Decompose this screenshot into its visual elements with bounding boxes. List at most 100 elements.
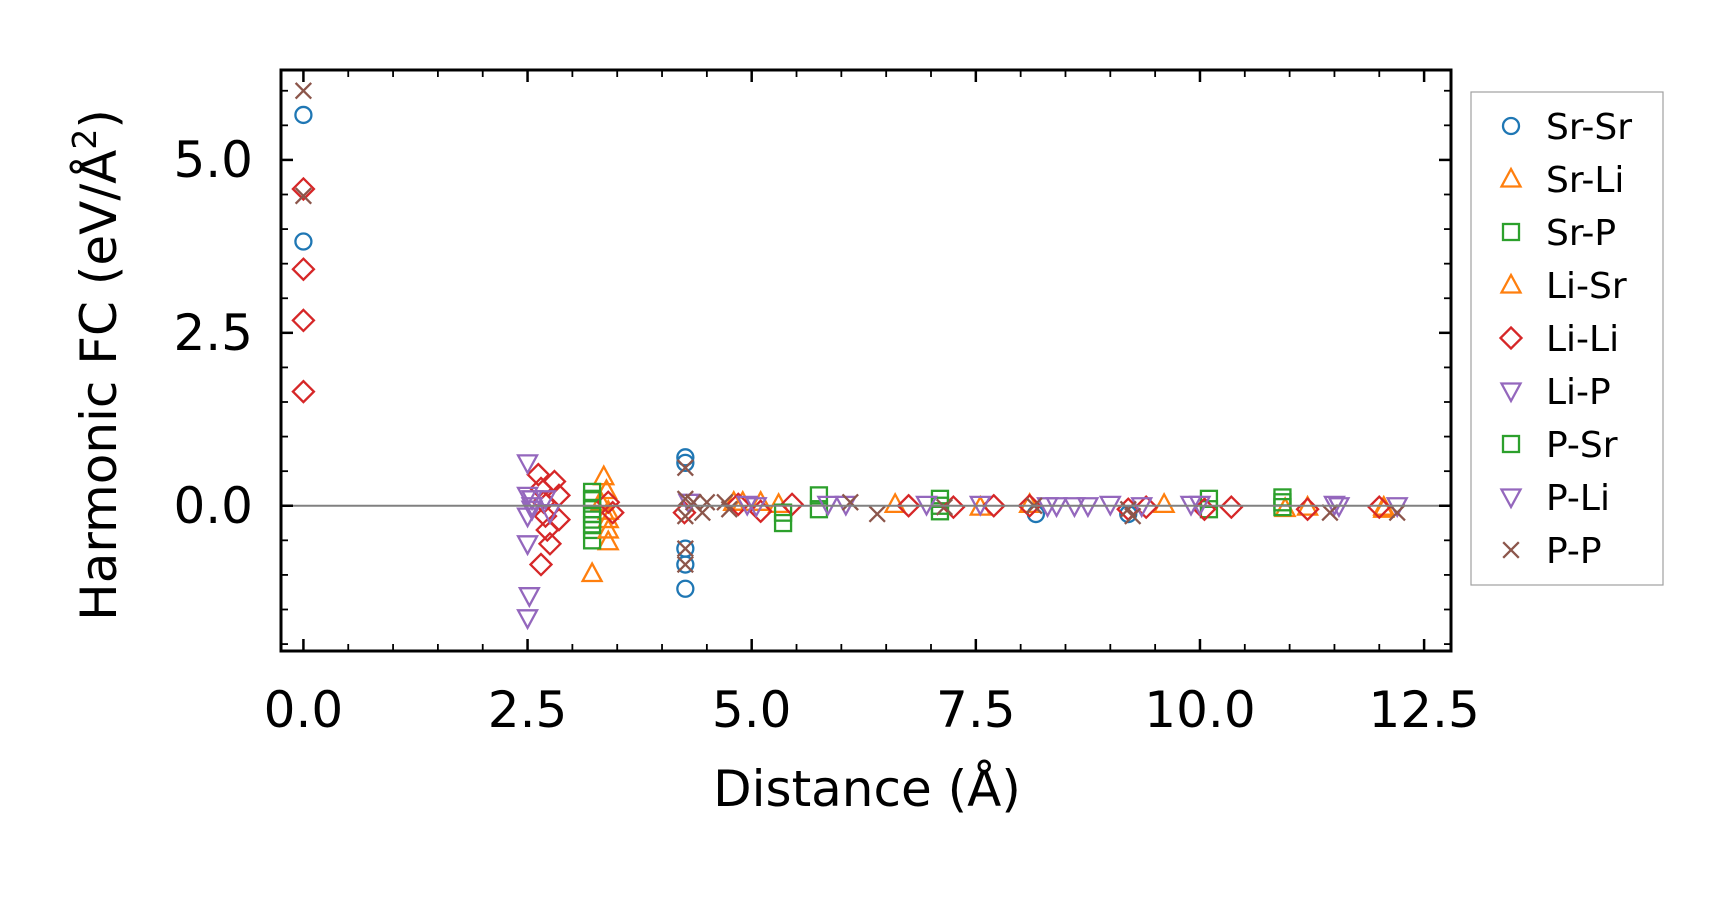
point-li-li	[537, 531, 563, 556]
point-p-p	[1321, 504, 1339, 522]
legend-item-li-li: Li-Li	[1498, 319, 1619, 360]
legend-box	[1470, 91, 1664, 586]
point-p-li	[1076, 497, 1100, 519]
x-axis-label: Distance (Å)	[713, 760, 1021, 818]
legend-marker	[1502, 541, 1520, 559]
series-li-li	[291, 176, 1392, 577]
legend-item-li-p: Li-P	[1499, 372, 1611, 413]
legend-marker	[1499, 272, 1523, 294]
point-sr-p	[773, 513, 793, 533]
legend-item-p-sr: P-Sr	[1501, 425, 1618, 466]
point-p-sr	[773, 503, 793, 522]
legend-items: Sr-Sr Sr-Li Sr-P Li-Sr Li-Li Li-P P-Sr P-Li P-P	[1498, 107, 1632, 572]
x-tick-labels: 0.0 2.5 5.0 7.5 10.0 12.5	[264, 681, 1480, 739]
point-li-p	[516, 609, 539, 631]
point-li-li	[726, 492, 751, 517]
point-sr-li	[595, 478, 618, 500]
point-p-p	[676, 540, 694, 558]
point-sr-sr	[676, 579, 695, 598]
point-p-p	[676, 555, 694, 574]
point-p-li	[1036, 497, 1059, 519]
legend-label: Sr-Sr	[1546, 107, 1632, 148]
x-tick-label: 5.0	[712, 681, 792, 739]
point-sr-p	[809, 500, 829, 519]
x-tick-label: 12.5	[1368, 681, 1479, 739]
point-li-li	[600, 500, 625, 525]
point-sr-sr	[294, 105, 313, 125]
series-p-p	[294, 82, 1406, 574]
legend-label: P-Sr	[1546, 425, 1618, 466]
point-p-li	[520, 500, 544, 522]
point-li-li	[748, 499, 773, 524]
point-li-li	[896, 493, 921, 518]
data-points	[291, 82, 1409, 631]
legend-item-p-li: P-Li	[1499, 478, 1610, 519]
y-axis-label-close: )	[70, 109, 128, 129]
point-sr-sr	[676, 448, 695, 467]
series-li-p	[516, 454, 1346, 631]
legend-item-li-sr: Li-Sr	[1499, 266, 1627, 307]
legend-marker	[1498, 325, 1524, 351]
point-p-li	[534, 490, 557, 512]
point-li-li	[291, 257, 316, 282]
legend-label: Li-Li	[1546, 319, 1619, 360]
point-sr-sr	[294, 232, 313, 251]
x-tick-label: 0.0	[264, 681, 344, 739]
point-li-li	[526, 462, 551, 487]
point-li-li	[1367, 495, 1392, 520]
y-tick-label: 0.0	[173, 477, 253, 535]
y-axis-label: Harmonic FC (eV/Å2)	[65, 109, 128, 621]
y-tick-label: 5.0	[173, 131, 253, 189]
point-sr-li	[596, 529, 620, 551]
axis-ticks	[281, 70, 1451, 651]
point-p-p	[294, 82, 313, 100]
point-p-p	[676, 459, 694, 477]
y-tick-labels: 0.0 2.5 5.0	[173, 131, 253, 535]
point-li-li	[291, 308, 316, 333]
y-axis-label-main: Harmonic FC (eV/Å	[70, 150, 128, 621]
point-li-li	[533, 503, 558, 529]
point-p-li	[520, 490, 544, 512]
legend-marker	[1499, 488, 1523, 510]
point-li-sr	[1152, 491, 1176, 514]
point-p-p	[868, 505, 886, 523]
plot-frame	[279, 68, 1453, 653]
legend-label: P-Li	[1546, 478, 1610, 519]
legend-marker	[1499, 382, 1523, 404]
point-p-p	[294, 187, 313, 205]
legend: Sr-Sr Sr-Li Sr-P Li-Sr Li-Li Li-P P-Sr P-Li P-P	[1470, 91, 1664, 586]
point-sr-sr	[676, 555, 695, 574]
legend-item-sr-li: Sr-Li	[1499, 160, 1624, 201]
point-li-li	[1219, 495, 1244, 520]
legend-label: Li-P	[1546, 372, 1611, 413]
legend-label: Sr-P	[1546, 213, 1616, 254]
legend-label: P-P	[1546, 531, 1602, 572]
point-sr-li	[580, 561, 604, 583]
legend-label: Li-Sr	[1546, 266, 1627, 307]
point-sr-p	[809, 486, 829, 505]
point-li-li	[1134, 495, 1159, 520]
point-li-li	[528, 552, 554, 577]
legend-marker	[1501, 434, 1521, 454]
point-p-p	[1124, 507, 1142, 525]
point-p-li	[744, 497, 768, 519]
x-tick-label: 7.5	[936, 681, 1016, 739]
point-li-li	[546, 507, 572, 532]
point-sr-li	[592, 464, 616, 486]
legend-marker	[1499, 166, 1523, 188]
point-sr-p	[582, 531, 602, 550]
y-tick-label: 2.5	[173, 304, 253, 362]
legend-item-sr-sr: Sr-Sr	[1501, 107, 1632, 148]
point-p-p	[1388, 504, 1406, 522]
series-sr-sr	[294, 105, 1138, 598]
point-li-p	[516, 535, 539, 557]
x-tick-label: 2.5	[488, 681, 568, 739]
legend-marker	[1501, 222, 1521, 242]
point-sr-li	[1273, 496, 1297, 518]
point-p-p	[841, 493, 859, 511]
legend-item-sr-p: Sr-P	[1501, 213, 1616, 254]
point-sr-p	[1199, 500, 1219, 519]
point-li-p	[516, 454, 539, 476]
